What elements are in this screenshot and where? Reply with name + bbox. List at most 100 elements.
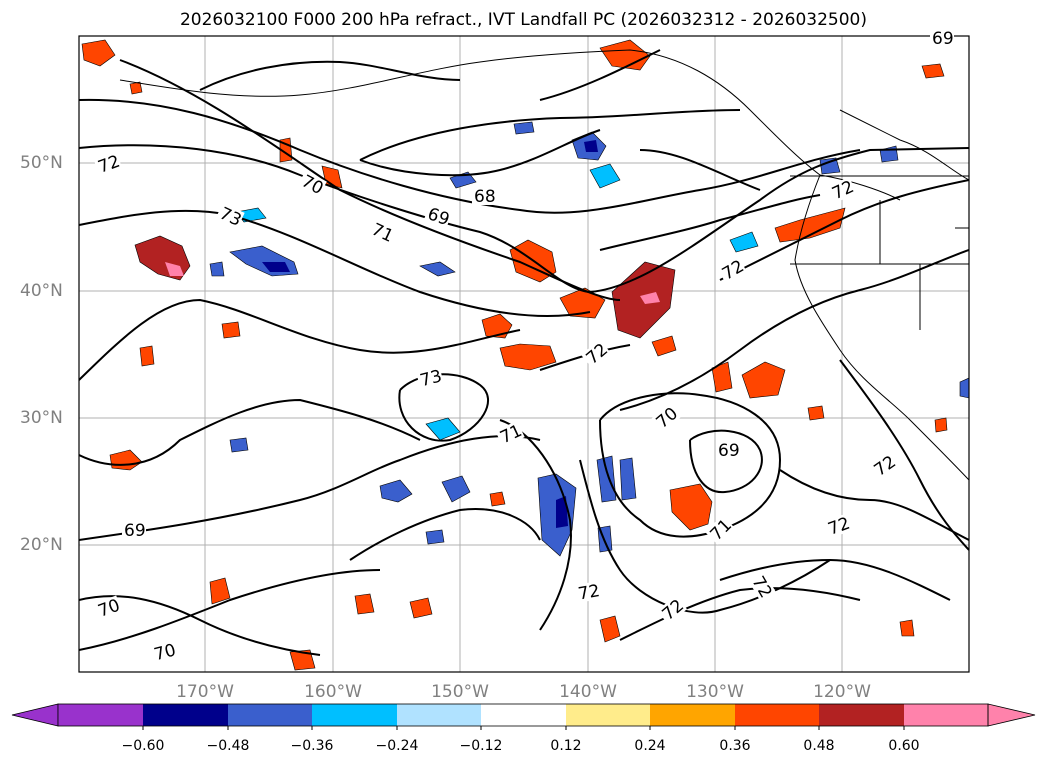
colorbar-tick-label: 0.12 (550, 738, 582, 754)
anomaly-fills (81, 39, 969, 671)
colorbar-tick-label: −0.12 (459, 738, 503, 754)
lon-label-130w: 130°W (686, 682, 744, 702)
positive-anomaly-patch (741, 361, 786, 399)
lat-label-50n: 50°N (20, 153, 63, 173)
contour-label: 69 (124, 521, 146, 541)
negative-anomaly-patch (729, 231, 759, 253)
lat-label-30n: 30°N (20, 408, 63, 428)
positive-anomaly-patch (209, 577, 231, 605)
colorbar-segment (58, 704, 143, 726)
negative-anomaly-patch (379, 479, 413, 503)
negative-anomaly-patch (589, 163, 621, 189)
positive-anomaly-patch (221, 321, 241, 339)
contour-label-bg (93, 595, 123, 621)
positive-anomaly-patch (651, 335, 677, 357)
positive-anomaly-patch (499, 343, 557, 371)
positive-anomaly-patch (81, 39, 116, 67)
contour-label-bg (869, 451, 899, 481)
contour-label-bg (150, 640, 178, 664)
negative-anomaly-patch (262, 262, 290, 272)
colorbar-tick-label: −0.24 (375, 738, 419, 754)
positive-anomaly-patch (409, 597, 433, 619)
contour-label-bg (827, 176, 857, 204)
contour-label-bg (651, 403, 681, 433)
colorbar-segment (397, 704, 481, 726)
negative-anomaly-patch (441, 475, 471, 503)
contour-label-bg (717, 256, 747, 284)
lon-label-150w: 150°W (431, 682, 489, 702)
negative-anomaly-patch (584, 140, 598, 152)
contour-label: 68 (474, 187, 496, 207)
contour-label: 69 (932, 29, 954, 49)
colorbar-segment (819, 704, 904, 726)
negative-anomaly-patch (425, 529, 445, 545)
colorbar-segment (904, 704, 988, 726)
map-frame (78, 35, 970, 673)
negative-anomaly-patch (229, 437, 249, 453)
positive-anomaly-patch (669, 483, 713, 531)
contour-label-bg (93, 151, 123, 177)
positive-anomaly-patch (921, 63, 945, 79)
positive-anomaly-patch (640, 292, 660, 304)
contour-label-bg (823, 513, 853, 539)
negative-anomaly-patch (209, 261, 225, 277)
colorbar-tick-label: −0.36 (290, 738, 334, 754)
positive-anomaly-patch (807, 405, 825, 421)
contour-label: 69 (718, 441, 740, 461)
negative-anomaly-patch (959, 377, 969, 399)
positive-anomaly-patch (165, 262, 184, 276)
negative-anomaly-patch (819, 157, 841, 175)
colorbar-tick-label: 0.24 (634, 738, 666, 754)
contour-label: 72 (577, 581, 602, 604)
contour-label-bg (748, 571, 776, 601)
contour-lines (79, 49, 969, 656)
positive-anomaly-patch (289, 649, 316, 671)
contour-label-bg (423, 203, 453, 229)
contour-label-bg (705, 515, 735, 545)
colorbar-segment (735, 704, 819, 726)
contour-label-bg (416, 366, 444, 390)
colorbar-segment (143, 704, 228, 726)
negative-anomaly-patch (419, 261, 456, 277)
negative-anomaly-patch (556, 496, 568, 528)
map-plot-area (79, 36, 969, 672)
contour-label-bg (657, 595, 687, 625)
contour-label-bg (215, 202, 245, 230)
positive-anomaly-patch (599, 615, 621, 643)
negative-anomaly-patch (513, 121, 535, 135)
negative-anomaly-patch (425, 417, 461, 441)
colorbar-tick-label: 0.36 (719, 738, 751, 754)
colorbar-extend-max (987, 703, 1036, 727)
positive-anomaly-patch (599, 39, 651, 71)
colorbar-tick-label: 0.60 (888, 738, 920, 754)
coastline (119, 49, 969, 481)
lat-label-20n: 20°N (20, 535, 63, 555)
positive-anomaly-patch (354, 593, 375, 615)
contour-label-bg (472, 187, 496, 205)
contour-label-bg (122, 521, 146, 539)
contour-label-bg (930, 29, 954, 47)
map-title: 2026032100 F000 200 hPa refract., IVT La… (179, 10, 867, 30)
colorbar-segment (312, 704, 397, 726)
positive-anomaly-patch (934, 417, 948, 433)
contour-label-bg (495, 420, 525, 448)
lon-label-140w: 140°W (559, 682, 617, 702)
lon-label-160w: 160°W (304, 682, 362, 702)
negative-anomaly-patch (619, 457, 637, 501)
contour-label-bg (297, 170, 327, 198)
positive-anomaly-patch (139, 345, 155, 367)
colorbar-segment (566, 704, 650, 726)
contour-label-bg (581, 339, 611, 369)
colorbar-tick-label: −0.48 (206, 738, 250, 754)
contour-label-bg (716, 441, 740, 459)
colorbar-frame (57, 703, 989, 727)
lon-label-120w: 120°W (813, 682, 871, 702)
contour-label-bg (367, 218, 397, 246)
lat-label-40n: 40°N (20, 281, 63, 301)
contour-label-bg (574, 581, 602, 603)
positive-anomaly-patch (321, 165, 343, 189)
colorbar-segment (650, 704, 735, 726)
colorbar-extend-min (11, 703, 59, 727)
positive-anomaly-patch (711, 361, 733, 393)
